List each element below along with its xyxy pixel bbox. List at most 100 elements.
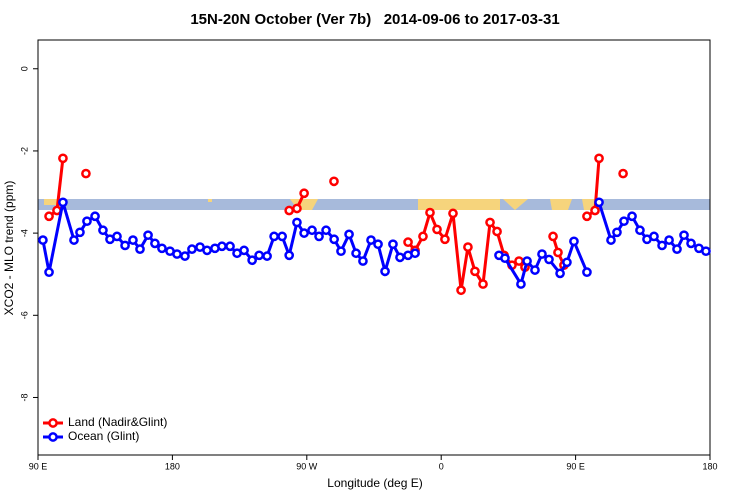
point	[606, 235, 616, 245]
point	[81, 168, 91, 179]
point	[366, 235, 376, 245]
y-tick-label: -4	[19, 229, 29, 237]
point	[247, 255, 257, 266]
point	[649, 231, 659, 242]
point	[284, 250, 295, 261]
point	[440, 234, 450, 245]
point	[562, 257, 572, 268]
point	[82, 216, 92, 227]
point	[463, 242, 473, 252]
point	[537, 249, 547, 259]
point	[635, 225, 645, 236]
point	[582, 267, 592, 278]
x-tick-label: 90 W	[296, 461, 318, 471]
point	[555, 268, 565, 279]
point	[321, 225, 331, 236]
point	[582, 211, 592, 222]
y-axis-label: XCO2 - MLO trend (ppm)	[2, 181, 16, 316]
point	[544, 254, 554, 265]
x-axis-label: Longitude (deg E)	[327, 476, 422, 490]
y-tick-label: -8	[19, 393, 29, 401]
legend-label: Land (Nadir&Glint)	[68, 415, 167, 429]
y-tick-label: -2	[19, 147, 29, 155]
point	[553, 247, 563, 258]
point	[548, 231, 558, 242]
point	[612, 227, 622, 238]
point	[410, 248, 420, 259]
point	[112, 231, 122, 242]
point	[299, 188, 309, 199]
point	[128, 235, 138, 245]
x-tick-label: 90 E	[29, 461, 48, 471]
y-tick-label: -6	[19, 311, 29, 319]
point	[456, 285, 466, 296]
point	[75, 227, 85, 238]
point	[672, 244, 682, 254]
point	[254, 250, 265, 261]
point	[679, 230, 689, 241]
point	[425, 207, 435, 218]
point	[516, 279, 526, 289]
point	[418, 231, 428, 242]
point	[470, 266, 480, 277]
point	[336, 246, 346, 257]
land-mask-strip	[38, 199, 710, 210]
point	[619, 216, 629, 227]
point	[701, 246, 711, 257]
point	[202, 245, 212, 256]
plot-frame	[37, 39, 711, 456]
point	[590, 205, 600, 216]
point	[299, 228, 309, 238]
point	[686, 238, 696, 249]
point	[284, 205, 295, 216]
chart-title: 15N-20N October (Ver 7b) 2014-09-06 to 2…	[190, 11, 559, 28]
point	[69, 235, 79, 245]
point	[530, 265, 540, 275]
point	[143, 230, 153, 241]
point	[58, 197, 68, 208]
point	[380, 266, 390, 277]
point	[395, 252, 405, 263]
point	[500, 253, 510, 264]
y-tick-label: 0	[19, 66, 29, 71]
x-tick-label: 180	[702, 461, 717, 471]
point	[403, 237, 413, 248]
point	[157, 243, 167, 254]
point	[44, 267, 54, 278]
point	[478, 279, 488, 289]
point	[594, 197, 604, 208]
point	[373, 239, 383, 250]
point	[172, 249, 182, 259]
point	[180, 251, 190, 261]
x-tick-label: 0	[439, 461, 444, 471]
point	[217, 241, 227, 252]
point	[314, 231, 324, 242]
point	[262, 251, 272, 261]
point	[90, 211, 100, 222]
point	[627, 211, 637, 222]
point	[225, 241, 235, 252]
point	[239, 245, 249, 256]
point	[135, 244, 145, 254]
point	[44, 211, 54, 222]
legend-marker	[48, 432, 58, 442]
point	[514, 256, 524, 266]
point	[187, 244, 197, 254]
point	[150, 238, 160, 249]
legend-marker	[48, 418, 58, 428]
point	[664, 235, 674, 245]
point	[58, 153, 68, 164]
point	[569, 236, 579, 247]
x-tick-label: 90 E	[566, 461, 585, 471]
point	[329, 234, 339, 245]
point	[329, 176, 339, 187]
x-tick-label: 180	[165, 461, 180, 471]
point	[351, 248, 361, 259]
point	[594, 153, 604, 164]
point	[277, 231, 288, 242]
point	[492, 226, 502, 237]
point	[120, 240, 130, 251]
point	[432, 224, 442, 235]
point	[388, 239, 398, 250]
